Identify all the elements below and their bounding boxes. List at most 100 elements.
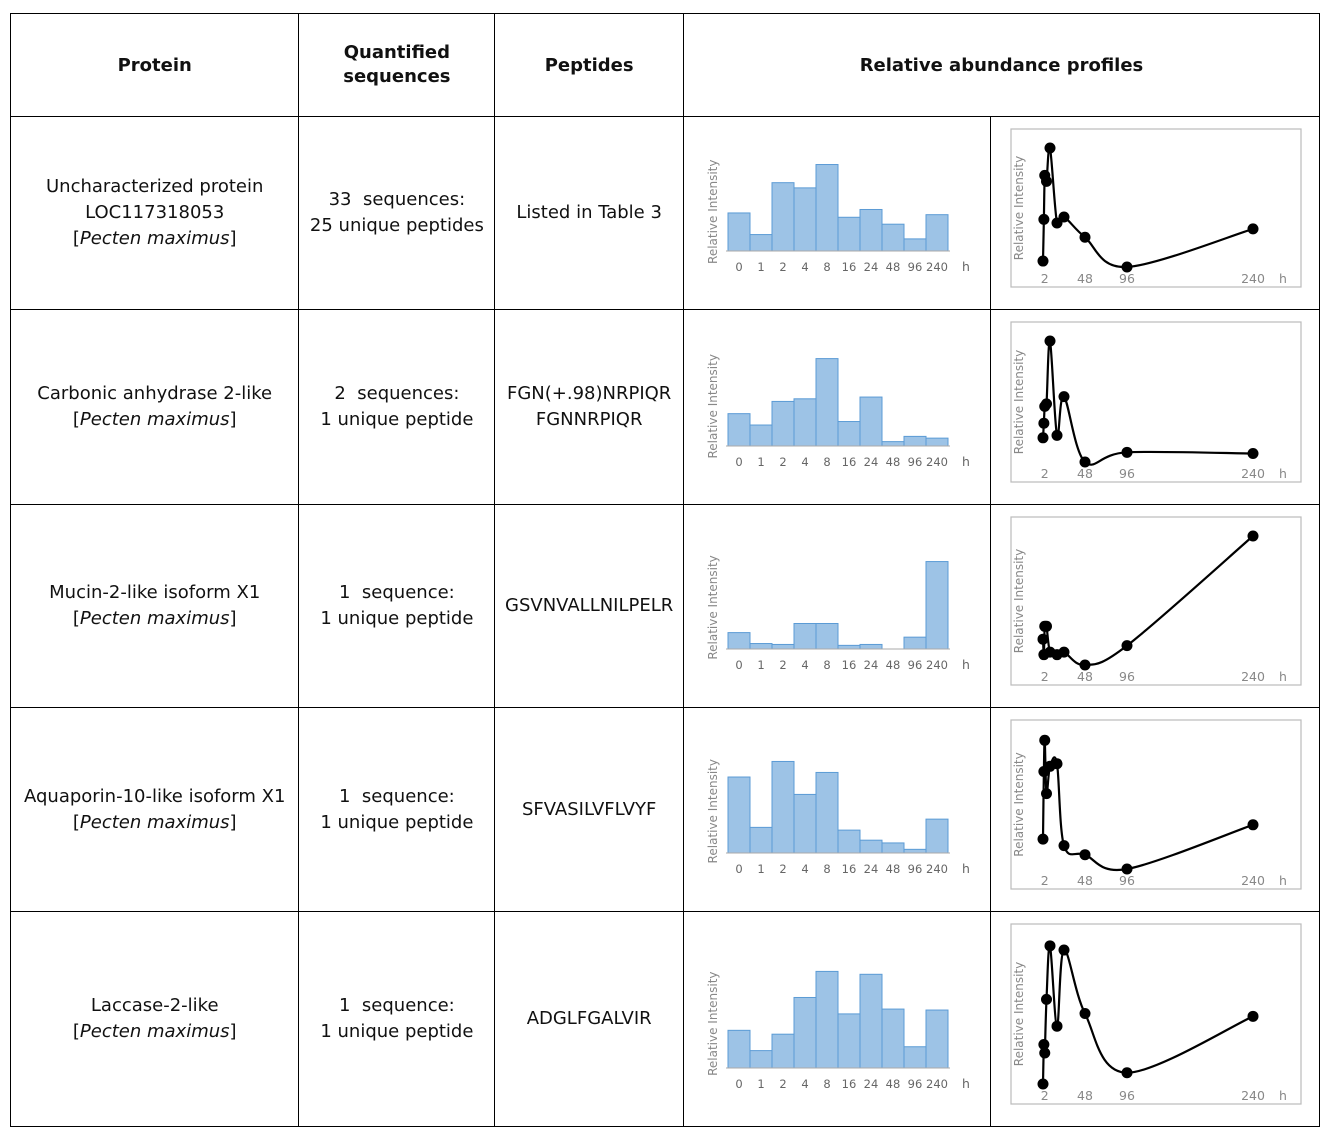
y-axis-label: Relative Intensity: [1012, 156, 1026, 260]
y-axis-label: Relative Intensity: [1012, 962, 1026, 1066]
plot-frame: [1010, 719, 1302, 890]
bar: [815, 771, 839, 854]
x-tick-label: 48: [1077, 1088, 1093, 1103]
x-tick-label: 96: [908, 658, 923, 672]
peptide-sequence: GSVNVALLNILPELR: [505, 595, 674, 616]
x-tick-label: 2: [1041, 466, 1049, 481]
bar: [727, 1029, 751, 1069]
sequence-count: 1 sequence:: [339, 995, 455, 1016]
species-line: [Pecten maximus]: [72, 608, 237, 629]
bar-chart-cell: Relative Intensity 0 1 2 4 8 16 24 48 96 240 h: [682, 707, 991, 912]
x-tick-label: 1: [757, 658, 764, 672]
x-tick-label: 24: [864, 658, 879, 672]
data-point: [1040, 398, 1052, 410]
x-tick-label: 240: [926, 658, 948, 672]
line-chart-cell: Relative Intensity 2 48 96 240 h: [989, 116, 1320, 310]
x-tick-label: 8: [823, 862, 830, 876]
series-line: [1041, 738, 1254, 872]
species-name: Pecten maximus: [79, 811, 230, 833]
x-tick-label: 0: [735, 658, 742, 672]
sequence-count: 1 sequence:: [339, 582, 455, 603]
bar: [771, 182, 795, 252]
bar: [793, 793, 817, 854]
data-point: [1079, 456, 1091, 468]
x-tick-label: 16: [842, 658, 857, 672]
bar: [749, 826, 773, 854]
data-point: [1247, 819, 1259, 831]
bar: [859, 396, 883, 447]
x-tick-label: 240: [926, 862, 948, 876]
header-quantified-text: Quantified sequences: [343, 42, 451, 87]
x-tick-label: 96: [908, 862, 923, 876]
peptide-sequence: Listed in Table 3: [516, 202, 662, 223]
line-chart: Relative Intensity 2 48 96 240 h: [1010, 923, 1302, 1105]
data-point: [1079, 659, 1091, 671]
x-tick-label: 2: [779, 658, 786, 672]
bar: [837, 1013, 861, 1069]
y-axis-label: Relative Intensity: [706, 160, 720, 264]
protein-cell: Uncharacterized protein LOC117318053 [Pect…: [9, 116, 300, 310]
x-tick-label: 0: [735, 1077, 742, 1091]
peptides-cell: Listed in Table 3: [494, 116, 684, 310]
data-point: [1040, 175, 1052, 187]
data-point: [1044, 142, 1056, 154]
bar-chart-cell: Relative Intensity 0 1 2 4 8 16 24 48 96 240 h: [682, 911, 991, 1127]
x-tick-label: 8: [823, 455, 830, 469]
bar: [859, 839, 883, 854]
x-tick-label: 4: [801, 658, 808, 672]
x-tick-label: 16: [842, 455, 857, 469]
line-chart-cell: Relative Intensity 2 48 96 240 h: [989, 707, 1320, 912]
data-point: [1038, 417, 1050, 429]
species-name: Pecten maximus: [79, 1021, 230, 1042]
data-point: [1051, 429, 1063, 441]
x-tick-label: 96: [1119, 271, 1135, 286]
series-line: [1041, 146, 1254, 269]
y-axis-label: Relative Intensity: [706, 759, 720, 863]
x-tick-label: 1: [757, 260, 764, 274]
bar: [793, 187, 817, 252]
table-row: Aquaporin-10-like isoform X1 [Pecten maxi…: [9, 707, 1320, 912]
bar: [881, 1008, 905, 1069]
y-axis-label: Relative Intensity: [706, 555, 720, 659]
sequence-count: 1 sequence:: [339, 785, 455, 807]
table-row: Laccase-2-like [Pecten maximus] 1 sequence…: [9, 911, 1320, 1127]
bar: [771, 760, 795, 854]
x-tick-label: 2: [779, 1077, 786, 1091]
bar: [903, 435, 927, 447]
data-point: [1121, 863, 1133, 875]
x-tick-label: 24: [864, 862, 879, 876]
peptide-sequence: SFVASILVFLVYF: [521, 798, 657, 820]
species-line: [Pecten maximus]: [72, 811, 237, 833]
bar-chart-cell: Relative Intensity 0 1 2 4 8 16 24 48 96 240 h: [682, 504, 991, 708]
x-tick-label: 0: [735, 455, 742, 469]
bar: [925, 818, 949, 854]
x-tick-label: 240: [1241, 466, 1265, 481]
x-tick-label: 48: [1077, 466, 1093, 481]
data-point: [1058, 944, 1070, 956]
x-tick-label: 96: [908, 1077, 923, 1091]
bar: [837, 829, 861, 854]
series-line: [1041, 535, 1254, 667]
bar: [903, 238, 927, 252]
x-tick-label: 24: [864, 1077, 879, 1091]
sequence-count: 2 sequences:: [334, 383, 460, 404]
bar: [859, 208, 883, 252]
x-unit-label: h: [962, 861, 970, 876]
protein-name: Laccase-2-like: [90, 995, 219, 1016]
bar: [859, 643, 883, 650]
data-point: [1121, 261, 1133, 273]
x-tick-label: 240: [1241, 1088, 1265, 1103]
species-name: Pecten maximus: [79, 608, 230, 629]
bar: [925, 214, 949, 252]
abundance-table: Protein Quantified sequences Peptides Re…: [9, 13, 1320, 1127]
x-tick-label: 240: [926, 455, 948, 469]
x-tick-label: 2: [779, 260, 786, 274]
data-point: [1040, 993, 1052, 1005]
quantified-cell: 1 sequence: 1 unique peptide: [298, 911, 496, 1127]
data-point: [1247, 1010, 1259, 1022]
x-unit-label: h: [1279, 466, 1287, 481]
species-line: [Pecten maximus]: [72, 409, 237, 430]
x-tick-label: 48: [886, 455, 901, 469]
header-protein: Protein: [9, 13, 300, 117]
bar: [881, 441, 905, 447]
